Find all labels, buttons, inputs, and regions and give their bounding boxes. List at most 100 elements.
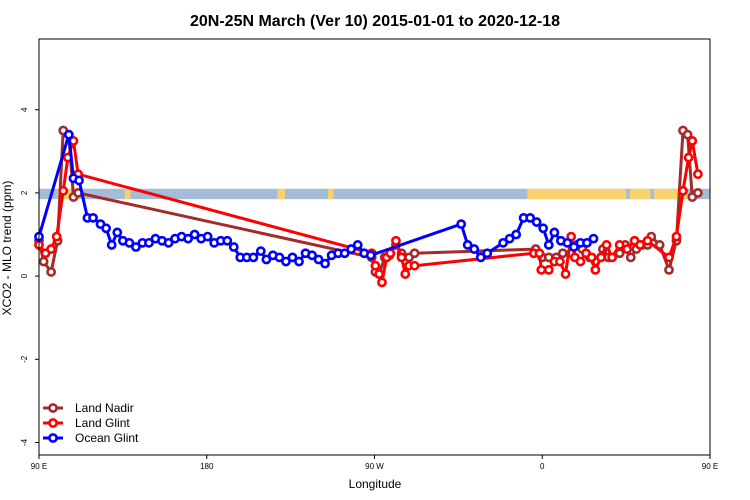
data-point xyxy=(74,175,84,186)
data-point xyxy=(58,185,69,196)
data-point xyxy=(511,229,522,240)
data-point xyxy=(339,248,350,259)
chart-title: 20N-25N March (Ver 10) 2015-01-01 to 202… xyxy=(190,13,560,30)
data-point xyxy=(682,129,693,140)
legend-marker xyxy=(48,433,58,443)
data-point xyxy=(622,244,632,254)
map-land xyxy=(277,188,286,200)
legend-item: Land Nadir xyxy=(43,401,134,415)
data-point xyxy=(586,252,597,263)
series-land-glint xyxy=(34,136,703,288)
data-point xyxy=(46,267,57,277)
data-point xyxy=(396,252,407,263)
data-point xyxy=(635,240,646,250)
data-point xyxy=(482,248,493,259)
data-point xyxy=(313,254,324,265)
data-point xyxy=(607,252,618,263)
series-layer xyxy=(34,125,703,288)
data-point xyxy=(131,242,141,252)
data-point xyxy=(400,269,411,279)
legend-item: Ocean Glint xyxy=(43,431,139,445)
map-strip xyxy=(39,188,710,200)
data-point xyxy=(144,237,154,248)
data-point xyxy=(456,219,467,230)
data-point xyxy=(498,237,509,248)
data-point xyxy=(557,248,568,259)
y-axis-label: XCO2 - MLO trend (ppm) xyxy=(0,181,14,316)
data-point xyxy=(88,212,98,223)
data-point xyxy=(575,256,586,267)
data-point xyxy=(320,258,331,269)
x-tick-label: 90 W xyxy=(365,462,384,471)
data-point xyxy=(569,242,579,252)
data-point xyxy=(560,269,571,279)
data-point xyxy=(391,235,401,246)
data-point xyxy=(409,260,420,271)
data-point xyxy=(365,250,376,261)
data-point xyxy=(101,223,111,234)
data-point xyxy=(614,240,625,250)
data-point xyxy=(248,252,259,263)
data-point xyxy=(601,240,612,250)
data-point xyxy=(536,264,547,275)
data-point xyxy=(596,252,606,263)
data-point xyxy=(281,256,291,267)
data-point xyxy=(346,244,357,254)
x-tick-label: 180 xyxy=(200,462,214,471)
data-point xyxy=(543,240,554,250)
data-point xyxy=(625,252,636,263)
data-point xyxy=(46,244,57,254)
data-point xyxy=(261,254,272,265)
legend-marker xyxy=(48,403,58,413)
map-ocean xyxy=(39,188,710,200)
legend-label: Land Glint xyxy=(75,416,130,430)
data-point xyxy=(543,264,554,275)
data-point xyxy=(590,264,601,275)
data-point xyxy=(475,252,486,263)
data-point xyxy=(582,237,592,248)
legend-item: Land Glint xyxy=(43,416,130,430)
y-tick-label: -2 xyxy=(20,355,29,363)
series-ocean-glint xyxy=(34,129,599,269)
data-point xyxy=(274,252,285,263)
map-land xyxy=(654,188,688,200)
data-point xyxy=(374,269,385,279)
data-point xyxy=(683,152,694,163)
legend-marker xyxy=(48,418,58,428)
data-point xyxy=(549,227,560,238)
map-land xyxy=(57,188,81,200)
data-point xyxy=(469,244,480,254)
data-point xyxy=(642,235,653,246)
y-tick-label: 0 xyxy=(20,273,29,278)
x-axis: 90 E 180 90 W 0 90 E xyxy=(31,455,718,471)
y-tick-label: 4 xyxy=(20,107,29,112)
data-point xyxy=(555,256,565,267)
data-point xyxy=(504,233,515,244)
data-point xyxy=(307,250,317,261)
data-point xyxy=(462,240,473,250)
data-point xyxy=(124,237,135,248)
data-point xyxy=(671,231,682,242)
data-point xyxy=(692,188,703,198)
data-point xyxy=(692,169,703,180)
x-tick-label: 0 xyxy=(540,462,545,471)
data-point xyxy=(294,256,304,267)
data-point xyxy=(287,252,298,263)
data-point xyxy=(687,136,698,146)
data-point xyxy=(202,231,213,242)
data-point xyxy=(352,240,363,250)
data-point xyxy=(222,235,233,246)
data-point xyxy=(664,264,674,275)
x-tick-label: 90 E xyxy=(31,462,47,471)
map-land xyxy=(124,188,131,200)
x-axis-label: Longitude xyxy=(349,477,402,491)
map-land xyxy=(327,188,334,200)
data-point xyxy=(534,248,545,259)
data-point xyxy=(409,248,420,259)
data-point xyxy=(538,223,549,234)
data-point xyxy=(531,217,542,227)
data-point xyxy=(51,231,62,242)
data-point xyxy=(562,237,573,248)
